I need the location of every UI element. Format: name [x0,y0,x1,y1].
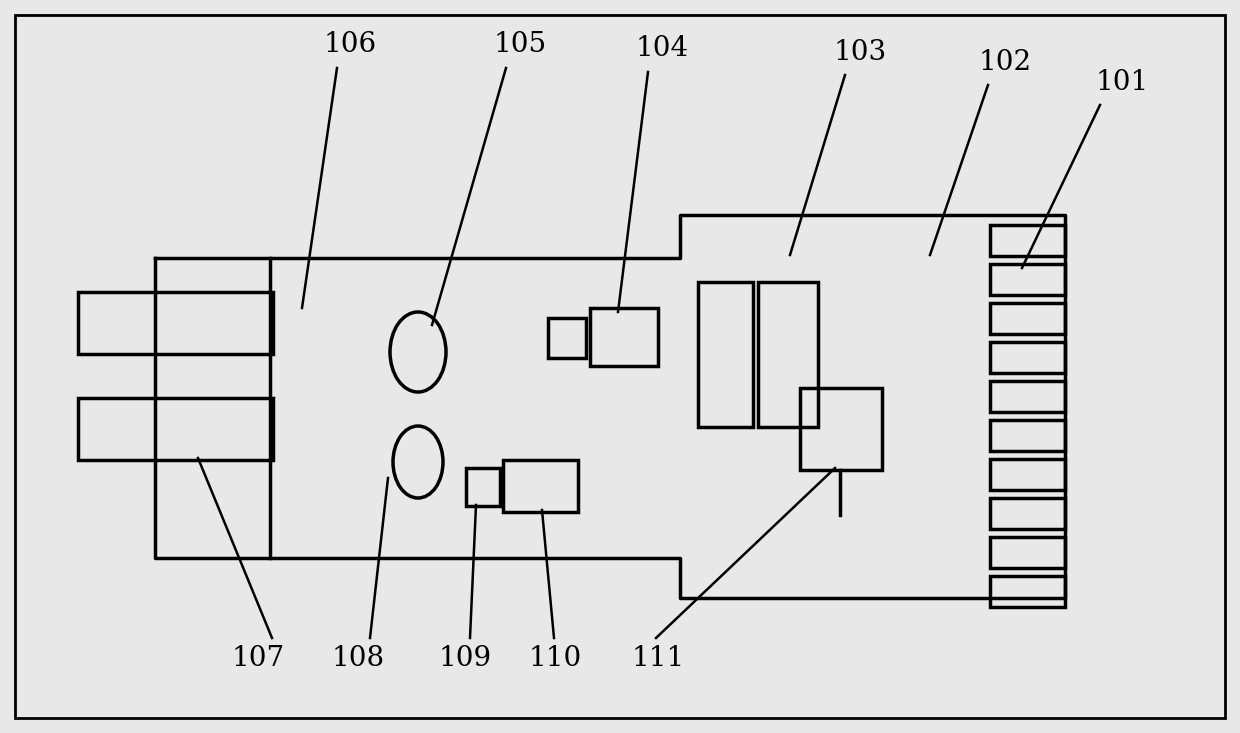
Bar [990,303,1065,334]
Text: 104: 104 [635,34,688,62]
Bar [990,225,1065,256]
Text: 105: 105 [494,31,547,57]
Bar [78,292,273,354]
Bar [990,576,1065,607]
Bar [990,420,1065,451]
Bar [78,398,273,460]
Bar [590,308,658,366]
Text: 111: 111 [631,644,684,671]
Text: 103: 103 [833,39,887,65]
Text: 108: 108 [331,644,384,671]
Bar [990,459,1065,490]
Text: 107: 107 [232,644,285,671]
Text: 109: 109 [439,644,491,671]
Text: 106: 106 [324,31,377,57]
Bar [990,342,1065,373]
Text: 110: 110 [528,644,582,671]
Text: 101: 101 [1095,68,1148,95]
Bar [990,264,1065,295]
Bar [466,468,500,506]
Bar [990,381,1065,412]
Bar [758,282,818,427]
Bar [698,282,753,427]
Bar [548,318,587,358]
Bar [503,460,578,512]
Bar [990,498,1065,529]
Text: 102: 102 [978,48,1032,75]
Bar [990,537,1065,568]
Bar [800,388,882,470]
